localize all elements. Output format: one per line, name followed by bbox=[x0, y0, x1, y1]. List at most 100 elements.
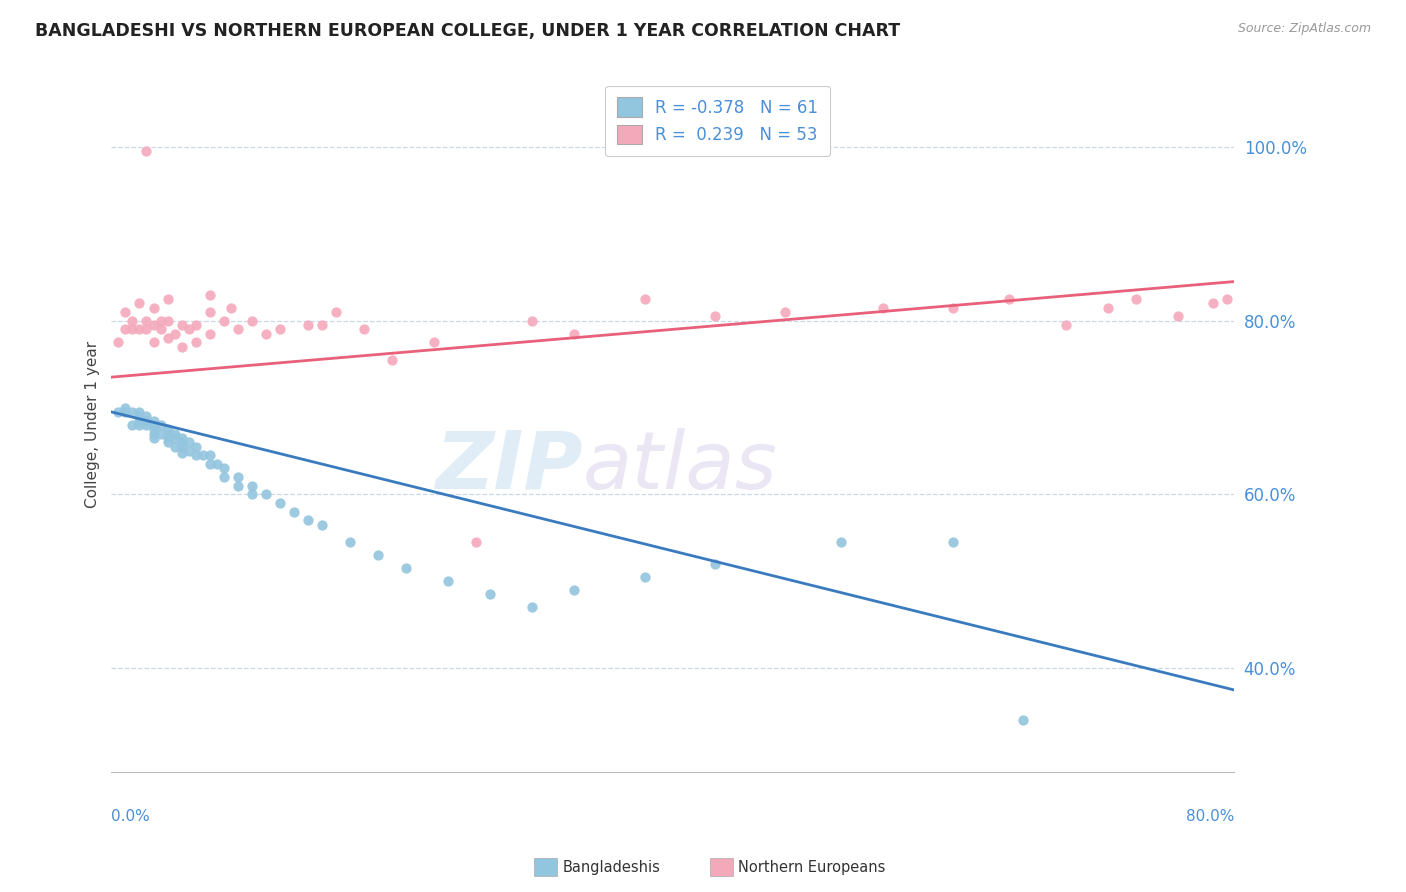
Point bbox=[633, 570, 655, 584]
Point bbox=[135, 145, 157, 159]
Point bbox=[121, 322, 143, 336]
Point bbox=[564, 326, 586, 341]
Point bbox=[170, 340, 193, 354]
Point bbox=[311, 318, 333, 332]
Point bbox=[240, 479, 263, 493]
Point bbox=[107, 335, 129, 350]
Point bbox=[269, 496, 291, 510]
Point bbox=[135, 409, 157, 424]
Point bbox=[212, 461, 235, 475]
Point bbox=[135, 414, 157, 428]
Point bbox=[163, 431, 186, 445]
Point bbox=[156, 422, 179, 436]
Y-axis label: College, Under 1 year: College, Under 1 year bbox=[86, 342, 100, 508]
Point bbox=[170, 435, 193, 450]
Text: BANGLADESHI VS NORTHERN EUROPEAN COLLEGE, UNDER 1 YEAR CORRELATION CHART: BANGLADESHI VS NORTHERN EUROPEAN COLLEGE… bbox=[35, 22, 900, 40]
Point bbox=[121, 405, 143, 419]
Point bbox=[942, 535, 965, 549]
Point bbox=[128, 414, 150, 428]
Text: 80.0%: 80.0% bbox=[1185, 809, 1234, 824]
Point bbox=[254, 326, 277, 341]
Point bbox=[297, 514, 319, 528]
Point bbox=[633, 292, 655, 306]
Text: atlas: atlas bbox=[583, 427, 778, 506]
Point bbox=[142, 414, 165, 428]
Point bbox=[184, 318, 207, 332]
Point bbox=[205, 457, 228, 471]
Point bbox=[163, 426, 186, 441]
Point bbox=[219, 301, 242, 315]
Point bbox=[212, 314, 235, 328]
Point bbox=[395, 561, 418, 575]
Point bbox=[184, 448, 207, 462]
Point bbox=[240, 314, 263, 328]
Point bbox=[1167, 310, 1189, 324]
Point bbox=[149, 314, 172, 328]
Point bbox=[283, 505, 305, 519]
Point bbox=[872, 301, 894, 315]
Point bbox=[170, 446, 193, 460]
Point bbox=[1012, 714, 1035, 728]
Text: 0.0%: 0.0% bbox=[111, 809, 150, 824]
Point bbox=[128, 417, 150, 432]
Point bbox=[423, 335, 446, 350]
Text: Source: ZipAtlas.com: Source: ZipAtlas.com bbox=[1237, 22, 1371, 36]
Point bbox=[226, 322, 249, 336]
Point bbox=[198, 287, 221, 301]
Point bbox=[128, 405, 150, 419]
Point bbox=[564, 582, 586, 597]
Point bbox=[198, 305, 221, 319]
Point bbox=[773, 305, 796, 319]
Point bbox=[703, 557, 725, 571]
Point bbox=[128, 322, 150, 336]
Point bbox=[114, 405, 136, 419]
Point bbox=[114, 305, 136, 319]
Point bbox=[381, 352, 404, 367]
Point bbox=[1216, 292, 1239, 306]
Point bbox=[135, 314, 157, 328]
Point bbox=[184, 335, 207, 350]
Point bbox=[107, 405, 129, 419]
Point bbox=[367, 548, 389, 562]
Point bbox=[339, 535, 361, 549]
Point bbox=[177, 435, 200, 450]
Point bbox=[1125, 292, 1147, 306]
Point bbox=[156, 331, 179, 345]
Point bbox=[465, 535, 488, 549]
Point bbox=[998, 292, 1021, 306]
Point bbox=[522, 314, 544, 328]
Point bbox=[156, 435, 179, 450]
Point bbox=[479, 587, 502, 601]
Point bbox=[149, 322, 172, 336]
Text: ZIP: ZIP bbox=[436, 427, 583, 506]
Point bbox=[156, 426, 179, 441]
Point bbox=[163, 326, 186, 341]
Point bbox=[226, 470, 249, 484]
Point bbox=[142, 417, 165, 432]
Point bbox=[156, 314, 179, 328]
Point bbox=[254, 487, 277, 501]
Point bbox=[149, 426, 172, 441]
Point bbox=[170, 431, 193, 445]
Point bbox=[128, 296, 150, 310]
Point bbox=[114, 401, 136, 415]
Point bbox=[240, 487, 263, 501]
Point bbox=[170, 440, 193, 454]
Text: Northern Europeans: Northern Europeans bbox=[738, 860, 886, 875]
Point bbox=[177, 444, 200, 458]
Point bbox=[121, 314, 143, 328]
Point bbox=[142, 335, 165, 350]
Point bbox=[142, 431, 165, 445]
Point bbox=[135, 417, 157, 432]
Point bbox=[1097, 301, 1119, 315]
Point bbox=[163, 440, 186, 454]
Point bbox=[121, 417, 143, 432]
Point bbox=[177, 322, 200, 336]
Point bbox=[522, 600, 544, 615]
Point bbox=[437, 574, 460, 589]
Point bbox=[128, 409, 150, 424]
Point bbox=[184, 440, 207, 454]
Point bbox=[297, 318, 319, 332]
Point bbox=[170, 318, 193, 332]
Point bbox=[311, 517, 333, 532]
